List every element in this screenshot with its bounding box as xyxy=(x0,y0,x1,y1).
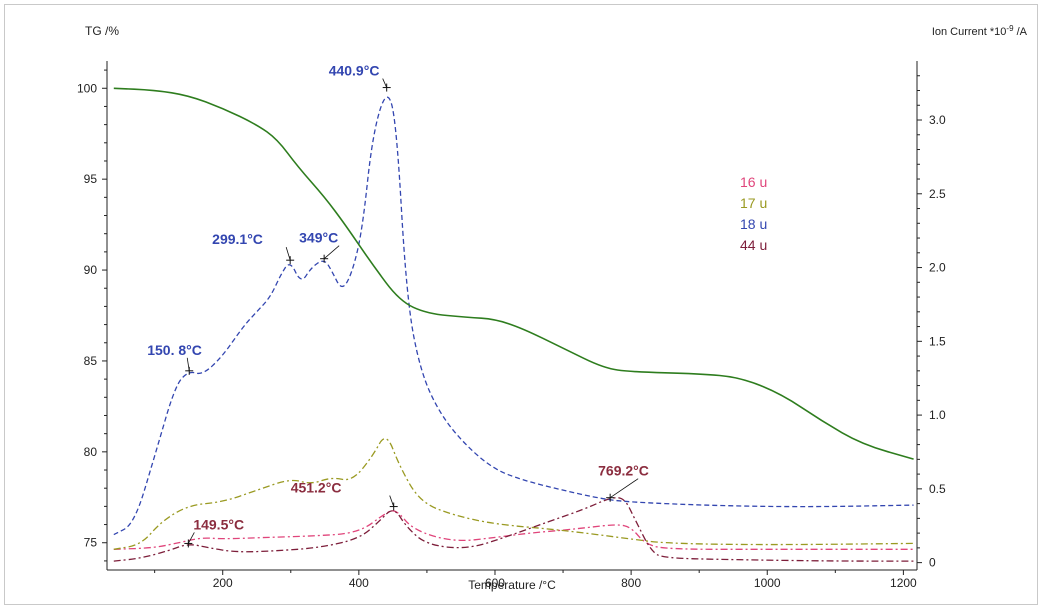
y-left-tick-label: 80 xyxy=(84,445,98,459)
right-axis-title: Ion Current *10-9 /A xyxy=(932,24,1028,39)
peak-leader-line xyxy=(609,478,639,499)
peak-leader-line xyxy=(186,357,190,371)
x-tick-label: 1200 xyxy=(890,576,917,590)
x-tick-label: 600 xyxy=(485,576,505,590)
peak-label: 299.1°C xyxy=(212,231,263,247)
peak-leader-line xyxy=(389,495,395,507)
y-left-tick-label: 95 xyxy=(84,172,98,186)
series-line-18-u xyxy=(113,96,914,536)
y-right-tick-label: 1.0 xyxy=(929,408,946,422)
y-left-tick-label: 100 xyxy=(77,81,97,95)
y-right-tick-label: 1.5 xyxy=(929,334,946,348)
y-left-tick-label: 85 xyxy=(84,354,98,368)
y-right-tick-label: 2.5 xyxy=(929,187,946,201)
y-right-tick-label: 0 xyxy=(929,556,936,570)
chart-frame: 200 400 600 800 1000 1200 75 80 85 90 95 100 0 0.5 1.0… xyxy=(4,4,1038,605)
peak-leader-line xyxy=(323,245,340,260)
legend-entry: 16 u xyxy=(740,174,767,190)
series-line-44-u xyxy=(113,497,914,562)
series-line-16-u xyxy=(113,510,914,550)
peak-leader-line xyxy=(382,78,388,88)
peak-label: 349°C xyxy=(299,230,338,246)
legend-entry: 44 u xyxy=(740,237,767,253)
peak-label: 150. 8°C xyxy=(147,342,202,358)
peak-label: 769.2°C xyxy=(598,463,649,479)
peak-leader-line xyxy=(285,247,291,261)
x-axis-title: Temperature /°C xyxy=(468,578,556,592)
peak-leader-line xyxy=(187,532,195,544)
series-line-17-u xyxy=(113,438,914,550)
x-tick-label: 200 xyxy=(213,576,233,590)
y-right-tick-label: 2.0 xyxy=(929,261,946,275)
tg-ms-chart: 200 400 600 800 1000 1200758085909510000.51.0… xyxy=(77,24,1028,593)
y-left-tick-label: 90 xyxy=(84,263,98,277)
x-tick-label: 800 xyxy=(621,576,641,590)
y-left-tick-label: 75 xyxy=(84,536,98,550)
y-right-tick-label: 3.0 xyxy=(929,113,946,127)
peak-label: 451.2°C xyxy=(291,480,342,496)
y-right-tick-label: 0.5 xyxy=(929,482,946,496)
legend-entry: 17 u xyxy=(740,195,767,211)
legend-entry: 18 u xyxy=(740,216,767,232)
peak-label: 440.9°C xyxy=(329,63,380,79)
x-tick-label: 400 xyxy=(349,576,369,590)
series-line-tg xyxy=(113,87,914,460)
x-tick-label: 1000 xyxy=(754,576,781,590)
peak-label: 149.5°C xyxy=(193,516,244,532)
left-axis-title: TG /% xyxy=(85,24,119,38)
